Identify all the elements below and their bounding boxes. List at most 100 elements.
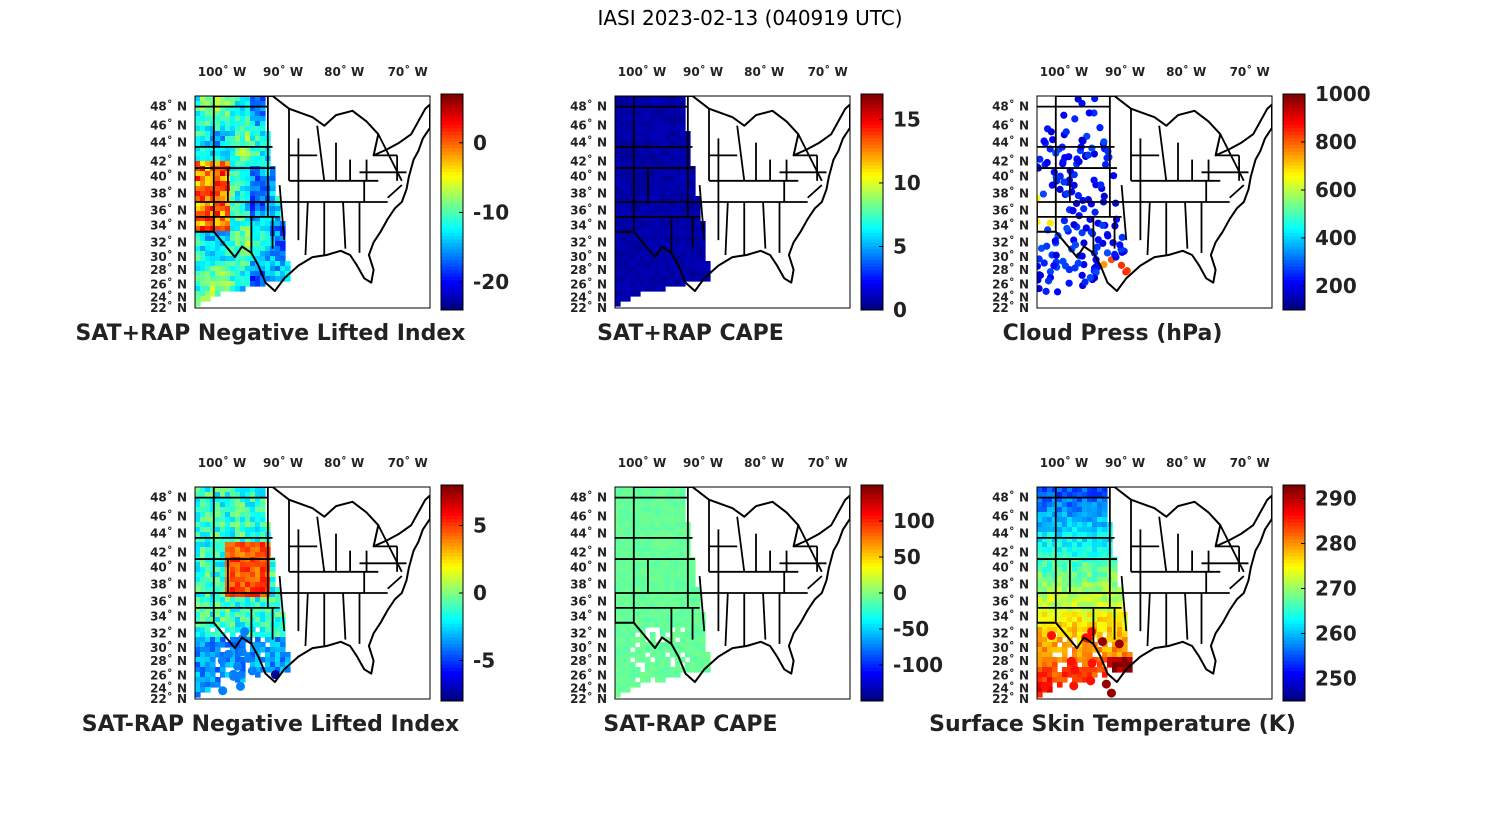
field-cell: [660, 527, 666, 533]
field-cell: [620, 662, 626, 668]
field-cell: [660, 196, 666, 202]
field-cell: [680, 502, 686, 508]
field-cell: [660, 121, 666, 127]
field-cell: [270, 662, 276, 668]
field-cell: [695, 256, 701, 262]
colorbar-segment: [1283, 175, 1305, 179]
field-cell: [205, 497, 211, 503]
field-cell: [1072, 622, 1078, 628]
field-cell: [635, 647, 641, 653]
field-cell: [680, 622, 686, 628]
field-cell: [195, 667, 201, 673]
field-cell: [220, 176, 226, 182]
field-cell: [670, 226, 676, 232]
colorbar-segment: [441, 161, 463, 166]
field-cell: [1037, 547, 1043, 553]
field-cell: [1117, 632, 1123, 638]
field-cell: [195, 206, 201, 212]
field-cell: [1122, 632, 1128, 638]
field-cell: [655, 196, 661, 202]
field-cell: [205, 271, 211, 277]
field-cell: [225, 266, 231, 272]
field-cell: [255, 512, 261, 518]
field-cell: [680, 497, 686, 503]
field-cell: [670, 281, 676, 287]
field-cell: [225, 276, 231, 282]
colorbar-segment: [861, 158, 883, 162]
field-cell: [205, 291, 211, 297]
field-cell: [1057, 647, 1063, 653]
field-cell: [205, 602, 211, 608]
field-cell: [230, 246, 236, 252]
cloud-point: [1053, 288, 1062, 296]
field-cell: [250, 627, 256, 633]
field-cell: [615, 271, 621, 277]
field-cell: [680, 547, 686, 553]
field-cell: [660, 156, 666, 162]
field-cell: [240, 226, 246, 232]
field-cell: [200, 206, 206, 212]
field-cell: [245, 206, 251, 212]
field-cell: [1067, 592, 1073, 598]
y-tick-label: 22˚ N: [570, 300, 607, 315]
field-cell: [640, 101, 646, 107]
field-cell: [670, 567, 676, 573]
field-cell: [210, 246, 216, 252]
colorbar-segment: [1283, 684, 1305, 688]
field-cell: [195, 612, 201, 618]
field-cell: [685, 627, 691, 633]
field-cell: [1082, 487, 1088, 493]
field-cell: [680, 572, 686, 578]
field-cell: [675, 226, 681, 232]
field-cell: [280, 241, 286, 247]
field-cell: [670, 577, 676, 583]
colorbar-segment: [861, 144, 883, 149]
field-cell: [210, 156, 216, 162]
field-cell: [675, 216, 681, 222]
colorbar-segment: [1283, 289, 1305, 294]
field-cell: [625, 522, 631, 528]
coastline: [615, 96, 850, 292]
field-cell: [615, 552, 621, 558]
field-cell: [1072, 522, 1078, 528]
field-cell: [275, 251, 281, 257]
field-cell: [1047, 652, 1053, 658]
field-cell: [670, 186, 676, 192]
field-cell: [210, 547, 216, 553]
colorbar-segment: [1283, 232, 1305, 237]
field-cell: [205, 567, 211, 573]
field-cell: [245, 226, 251, 232]
field-cell: [675, 271, 681, 277]
field-cell: [1052, 637, 1058, 643]
field-cell: [275, 652, 281, 658]
field-cell: [205, 577, 211, 583]
field-cell: [215, 587, 221, 593]
field-cell: [195, 146, 201, 152]
field-cell: [1037, 512, 1043, 518]
colorbar-segment: [861, 535, 883, 540]
colorbar-tick-label: 100: [893, 509, 935, 533]
field-cell: [660, 256, 666, 262]
field-cell: [615, 527, 621, 533]
field-cell: [240, 141, 246, 147]
field-cell: [660, 532, 666, 538]
field-cell: [215, 647, 221, 653]
field-cell: [250, 126, 256, 132]
field-cell: [1092, 487, 1098, 493]
field-cell: [200, 101, 206, 107]
field-cell: [235, 256, 241, 262]
field-cell: [695, 612, 701, 618]
field-cell: [620, 286, 626, 292]
field-cell: [1047, 687, 1053, 693]
cloud-point: [1051, 237, 1059, 245]
field-cell: [635, 607, 641, 613]
field-cell: [620, 116, 626, 122]
field-cell: [640, 216, 646, 222]
y-tick-label: 32˚ N: [150, 234, 187, 249]
field-cell: [655, 562, 661, 568]
field-cell: [220, 151, 226, 157]
colorbar-segment: [441, 289, 463, 294]
field-cell: [260, 487, 266, 493]
field-cell: [270, 211, 276, 217]
field-cell: [220, 597, 226, 603]
